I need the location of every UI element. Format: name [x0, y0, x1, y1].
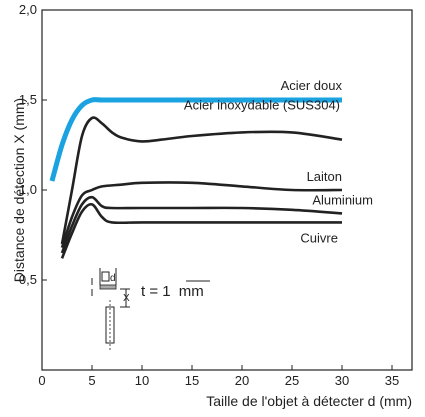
- series-lines: [49, 97, 343, 259]
- x-axis-label: Taille de l'objet à détecter d (mm): [206, 393, 412, 409]
- x-tick-label: 0: [38, 373, 45, 388]
- y-tick-label: 1,0: [19, 182, 37, 197]
- plot-frame: [41, 9, 413, 371]
- series-line-cuivre: [60, 202, 342, 259]
- target-diagram: d X t = 1 mm: [91, 268, 210, 352]
- series-label: Laiton: [307, 169, 342, 184]
- x-tick-label: 35: [385, 373, 399, 388]
- series-line-laiton: [60, 181, 343, 249]
- target-plate: [99, 284, 117, 290]
- x-tick-label: 10: [135, 373, 149, 388]
- y-tick-label: 1,5: [19, 92, 37, 107]
- series-line-acier-inoxydable-sus304: [60, 116, 343, 245]
- series-labels: Acier doux Acier inoxydable (SUS304) Laito…: [184, 78, 373, 245]
- t-annotation-unit: mm: [179, 283, 204, 300]
- t-annotation-text: t = 1: [141, 283, 171, 300]
- x-tick-label: 20: [235, 373, 249, 388]
- series-line-aluminium: [60, 195, 343, 254]
- series-label: Cuivre: [300, 230, 338, 245]
- y-axis-label: Distance de détection X (mm): [11, 98, 27, 282]
- y-tick-label: 2,0: [19, 2, 37, 17]
- x-label: X: [123, 293, 130, 304]
- d-label: d: [110, 273, 116, 284]
- x-tick-label: 25: [285, 373, 299, 388]
- series-label: Aluminium: [312, 192, 373, 207]
- t-annotation: t = 1 mm: [141, 283, 204, 300]
- series-label: Acier doux: [281, 78, 343, 93]
- y-tick-label: 0,5: [19, 272, 37, 287]
- series-line-acier-doux: [49, 97, 342, 182]
- d-square: [101, 271, 110, 282]
- x-tick-label: 5: [88, 373, 95, 388]
- x-tick-label: 30: [335, 373, 349, 388]
- series-label: Acier inoxydable (SUS304): [184, 98, 340, 113]
- ticks: 0 5 10 15 20 25 30 35 0,5 1,0 1,5 2,0: [19, 2, 399, 388]
- x-tick-label: 15: [185, 373, 199, 388]
